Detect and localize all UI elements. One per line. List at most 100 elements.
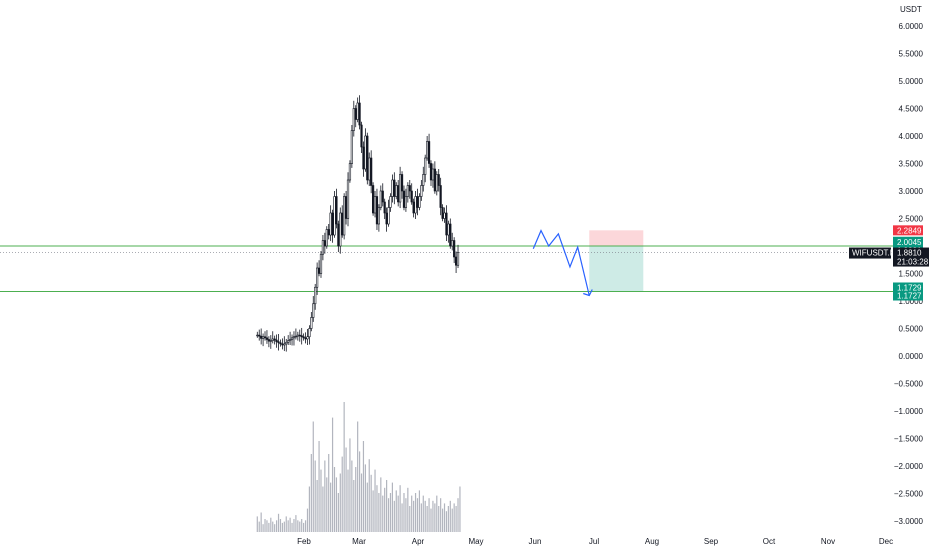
volume-bar (445, 511, 448, 532)
candle (404, 188, 408, 212)
candle (422, 166, 425, 192)
volume-bar (266, 520, 268, 532)
volume-bar (455, 506, 457, 532)
candle (453, 237, 456, 264)
candle (337, 220, 340, 253)
candle (308, 325, 311, 345)
y-tick-label: −1.5000 (894, 435, 924, 444)
candle (383, 198, 386, 220)
volume-bar (335, 477, 338, 532)
volume-bar (418, 490, 421, 532)
volume-bar (283, 521, 285, 532)
volume-bar (328, 454, 330, 532)
volume-bar (380, 477, 382, 532)
last-price-badge (893, 247, 929, 267)
volume-bar (276, 520, 278, 532)
candle (260, 328, 263, 345)
candle (316, 262, 319, 295)
candle (414, 191, 417, 220)
volume-bar (281, 522, 283, 532)
candle (381, 183, 384, 207)
volume-bar (399, 485, 401, 532)
candle (256, 331, 259, 338)
candle (445, 205, 448, 242)
candle (373, 191, 377, 218)
candle (443, 207, 446, 223)
y-tick-label: 6.0000 (899, 22, 924, 31)
price-badge-text: 1.1727 (897, 292, 922, 301)
volume-bar (355, 467, 357, 532)
volume-bar (434, 503, 436, 532)
last-price-text: 1.8810 (897, 249, 922, 258)
candle (310, 312, 313, 332)
candle (441, 204, 444, 222)
y-tick-label: 0.5000 (899, 325, 924, 334)
volume-bar (395, 490, 397, 532)
candle (366, 132, 369, 185)
volume-bar (407, 487, 409, 532)
candle (431, 163, 435, 188)
candle (325, 226, 328, 249)
candle (312, 296, 315, 322)
x-tick-label: Jul (589, 537, 599, 546)
y-tick-label: 1.0000 (899, 297, 924, 306)
candle (306, 329, 309, 345)
volume-bar (272, 521, 274, 532)
volume-bars (256, 402, 461, 532)
take-profit-zone[interactable] (589, 246, 644, 292)
price-badge-text: 2.2849 (897, 226, 922, 235)
volume-bar (364, 464, 366, 532)
volume-bar (293, 519, 295, 532)
candle (395, 182, 398, 200)
candle (364, 128, 367, 172)
volume-bar (289, 517, 291, 532)
candle (267, 336, 270, 348)
candle (429, 160, 433, 187)
horizontal-lines[interactable] (0, 245, 893, 292)
candle (449, 218, 452, 249)
candle (397, 180, 400, 207)
candle (352, 100, 355, 137)
position-tool[interactable] (589, 230, 644, 292)
candle (412, 198, 415, 218)
arrow-head-icon (583, 289, 593, 297)
candle (433, 161, 436, 194)
candle (335, 188, 338, 229)
volume-bar (386, 480, 388, 532)
x-axis: Feb Mar Apr May Jun Jul Aug Sep Oct Nov Dec (297, 537, 893, 546)
volume-bar (297, 520, 299, 532)
candle (339, 207, 342, 254)
volume-bar (378, 493, 380, 532)
volume-bar (360, 473, 363, 532)
y-tick-label: −0.5000 (894, 380, 924, 389)
candle (302, 333, 305, 341)
volume-bar (420, 503, 422, 532)
volume-bar (279, 519, 282, 532)
candle (418, 193, 421, 211)
projection-path[interactable] (532, 229, 593, 297)
candle (416, 188, 419, 216)
volume-bar (416, 498, 419, 532)
candle (265, 330, 269, 344)
volume-bar (322, 486, 324, 532)
candle (348, 160, 352, 183)
candle (437, 169, 440, 192)
x-tick-label: May (468, 537, 483, 546)
candle (454, 251, 458, 273)
volume-bar (260, 512, 262, 532)
volume-bar (320, 469, 322, 532)
stop-loss-zone[interactable] (589, 230, 644, 247)
candle (275, 334, 278, 348)
candle (371, 182, 375, 216)
candle (283, 336, 286, 352)
volume-bar (291, 522, 293, 532)
volume-bar (366, 482, 368, 532)
projection-polyline[interactable] (532, 229, 590, 296)
candle (435, 171, 438, 196)
volume-bar (368, 459, 370, 532)
volume-bar (324, 460, 326, 532)
candle (350, 125, 353, 168)
volume-bar (428, 498, 430, 532)
volume-bar (341, 456, 343, 532)
